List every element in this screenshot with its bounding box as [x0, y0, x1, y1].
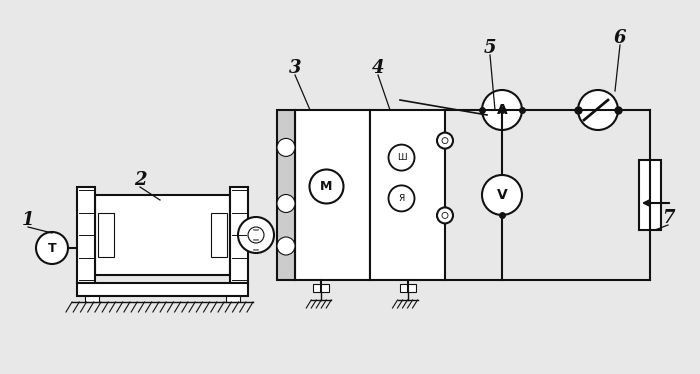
- Bar: [370, 110, 445, 280]
- Circle shape: [36, 232, 68, 264]
- Bar: [77, 187, 95, 283]
- Text: Т: Т: [48, 242, 56, 254]
- Circle shape: [437, 208, 453, 223]
- Circle shape: [309, 169, 344, 203]
- Circle shape: [277, 194, 295, 212]
- Text: А: А: [496, 103, 507, 117]
- Circle shape: [482, 175, 522, 215]
- Circle shape: [442, 212, 448, 218]
- Bar: [277, 110, 295, 280]
- Text: 7: 7: [662, 209, 674, 227]
- Text: 5: 5: [484, 39, 496, 57]
- Bar: [400, 284, 416, 292]
- Circle shape: [442, 138, 448, 144]
- Bar: [226, 296, 240, 302]
- Text: Я: Я: [398, 194, 405, 203]
- Bar: [248, 230, 256, 240]
- Circle shape: [389, 145, 414, 171]
- Circle shape: [389, 186, 414, 211]
- Bar: [639, 160, 661, 230]
- Text: 4: 4: [372, 59, 384, 77]
- Bar: [85, 296, 99, 302]
- Bar: [211, 213, 227, 257]
- Text: М: М: [321, 180, 332, 193]
- Bar: [230, 187, 248, 283]
- Circle shape: [277, 237, 295, 255]
- Circle shape: [277, 138, 295, 156]
- Circle shape: [437, 133, 453, 148]
- Bar: [98, 213, 114, 257]
- Text: 2: 2: [134, 171, 146, 189]
- Circle shape: [578, 90, 618, 130]
- Text: Ш: Ш: [397, 153, 406, 162]
- Text: V: V: [496, 188, 507, 202]
- Bar: [77, 283, 248, 296]
- Text: 6: 6: [614, 29, 626, 47]
- Bar: [95, 195, 230, 275]
- Circle shape: [248, 227, 264, 243]
- Text: 1: 1: [22, 211, 34, 229]
- Circle shape: [482, 90, 522, 130]
- Circle shape: [238, 217, 274, 253]
- Bar: [314, 284, 329, 292]
- Bar: [295, 110, 370, 280]
- Text: 3: 3: [288, 59, 301, 77]
